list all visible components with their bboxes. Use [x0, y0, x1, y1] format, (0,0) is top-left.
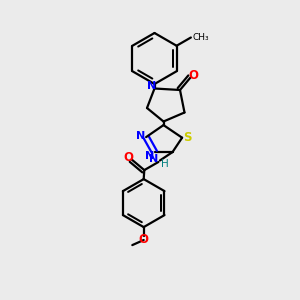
Text: H: H — [160, 159, 168, 169]
Text: N: N — [146, 151, 154, 161]
Text: O: O — [139, 232, 149, 246]
Text: N: N — [149, 154, 158, 164]
Text: N: N — [147, 81, 156, 91]
Text: O: O — [123, 151, 133, 164]
Text: CH₃: CH₃ — [192, 33, 209, 42]
Text: N: N — [136, 130, 145, 141]
Text: S: S — [183, 130, 192, 144]
Text: O: O — [188, 69, 198, 82]
